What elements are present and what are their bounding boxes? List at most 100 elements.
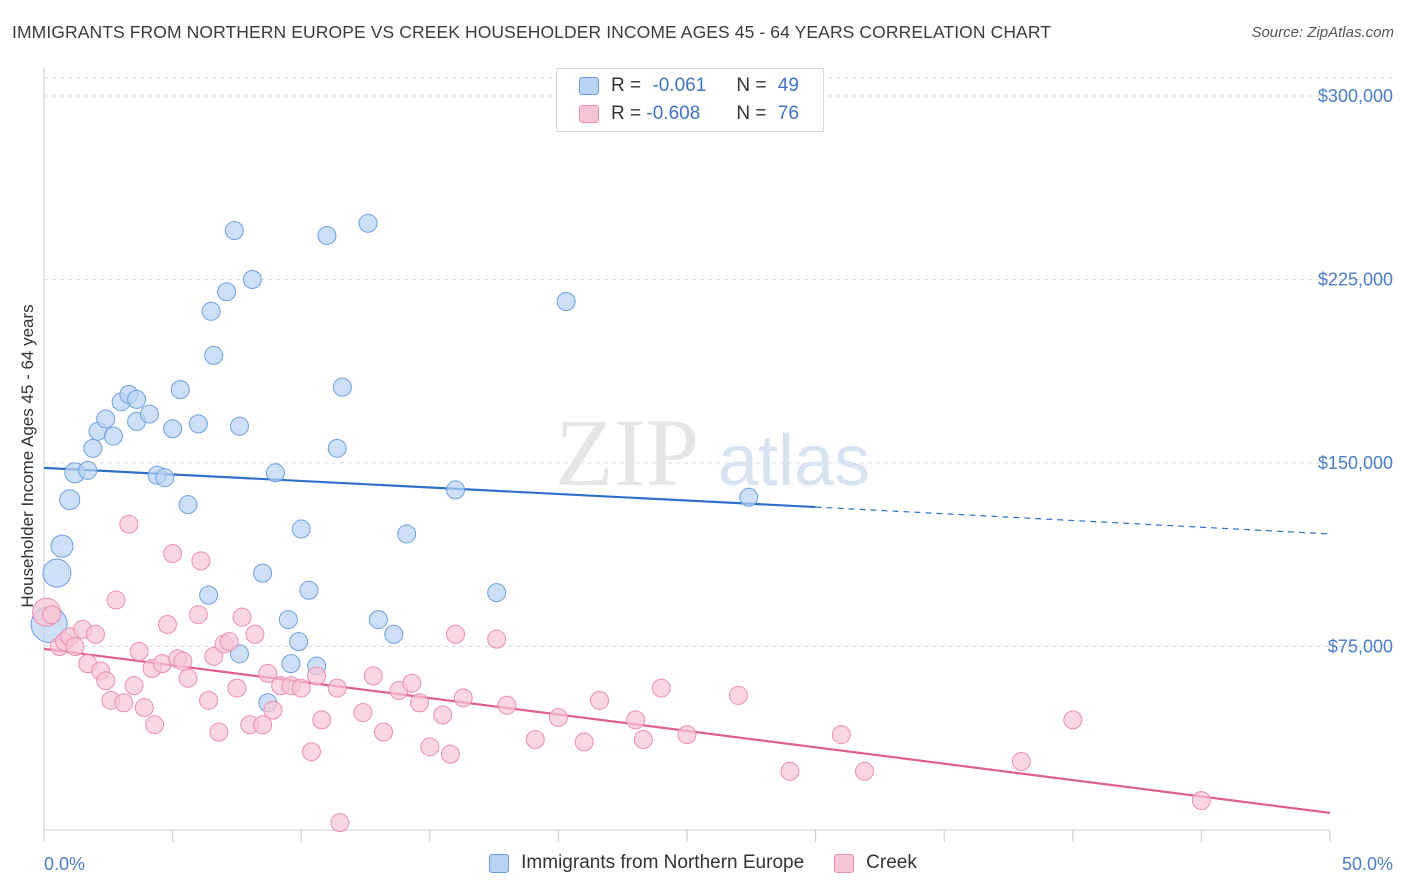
- trend-line-northern-europe-extension: [815, 506, 1331, 535]
- data-point-creek: [497, 695, 517, 715]
- data-point-northern-europe: [59, 489, 81, 511]
- data-point-northern-europe: [103, 426, 123, 446]
- data-point-creek: [831, 725, 851, 745]
- y-tick-label: $300,000: [1318, 86, 1393, 106]
- data-point-creek: [307, 666, 327, 686]
- y-tick-label: $150,000: [1318, 453, 1393, 473]
- data-point-creek: [574, 732, 594, 752]
- data-point-northern-europe: [139, 404, 159, 424]
- legend-swatch-blue: [579, 77, 599, 95]
- legend-row-northern-europe: R = -0.061 N = 49: [579, 74, 799, 98]
- data-points: [30, 213, 1211, 833]
- data-point-creek: [374, 722, 394, 742]
- legend-n-label: N =: [736, 103, 767, 124]
- data-point-northern-europe: [446, 480, 466, 500]
- series-legend-item-creek: Creek: [834, 852, 917, 874]
- data-point-northern-europe: [384, 624, 404, 644]
- data-point-northern-europe: [83, 438, 103, 458]
- data-point-creek: [780, 761, 800, 781]
- data-point-northern-europe: [199, 585, 219, 605]
- data-point-creek: [96, 671, 116, 691]
- data-point-northern-europe: [188, 414, 208, 434]
- data-point-creek: [85, 624, 105, 644]
- data-point-creek: [633, 729, 653, 749]
- data-point-northern-europe: [289, 632, 309, 652]
- data-point-creek: [548, 707, 568, 727]
- x-tick-label-max: 50.0%: [1342, 854, 1393, 874]
- data-point-creek: [1011, 751, 1031, 771]
- y-tick-label: $75,000: [1328, 637, 1393, 657]
- data-point-creek: [525, 729, 545, 749]
- data-point-creek: [157, 614, 177, 634]
- data-point-creek: [330, 813, 350, 833]
- data-point-northern-europe: [229, 644, 249, 664]
- data-point-northern-europe: [242, 270, 262, 289]
- data-point-creek: [728, 685, 748, 705]
- data-point-creek: [487, 629, 507, 649]
- data-point-creek: [219, 632, 239, 652]
- data-point-northern-europe: [229, 416, 249, 436]
- correlation-legend: R = -0.061 N = 49 R = -0.608 N = 76: [556, 68, 824, 132]
- legend-swatch-pink: [579, 105, 599, 123]
- legend-n-value: 49: [777, 75, 799, 96]
- data-point-northern-europe: [358, 213, 378, 233]
- data-point-northern-europe: [217, 282, 237, 302]
- data-point-northern-europe: [291, 519, 311, 539]
- data-point-creek: [446, 624, 466, 644]
- data-point-creek: [301, 742, 321, 762]
- data-point-creek: [651, 678, 671, 698]
- series-legend: Immigrants from Northern Europe Creek: [0, 852, 1406, 874]
- data-point-northern-europe: [317, 225, 337, 245]
- data-point-creek: [854, 761, 874, 781]
- data-point-creek: [129, 641, 149, 661]
- data-point-creek: [134, 698, 154, 718]
- legend-n-label: N =: [736, 75, 767, 96]
- data-point-creek: [163, 544, 183, 564]
- grid-lines: [44, 77, 1393, 647]
- watermark-zip: ZIP: [555, 399, 699, 506]
- data-point-northern-europe: [127, 389, 147, 409]
- axes: [43, 68, 1331, 842]
- legend-n-value: 76: [777, 103, 799, 124]
- data-point-creek: [42, 605, 62, 625]
- data-point-creek: [114, 693, 134, 713]
- data-point-creek: [191, 551, 211, 571]
- data-point-northern-europe: [368, 610, 388, 630]
- data-point-northern-europe: [50, 534, 74, 558]
- data-point-creek: [209, 722, 229, 742]
- data-point-northern-europe: [253, 563, 273, 583]
- data-point-northern-europe: [201, 301, 221, 321]
- data-point-northern-europe: [299, 580, 319, 600]
- legend-row-creek: R = -0.608 N = 76: [579, 102, 799, 126]
- data-point-creek: [312, 710, 332, 730]
- data-point-northern-europe: [170, 380, 190, 400]
- data-point-northern-europe: [278, 610, 298, 630]
- legend-r-label: R =: [611, 75, 642, 96]
- data-point-creek: [626, 710, 646, 730]
- data-point-northern-europe: [204, 345, 224, 365]
- data-point-northern-europe: [265, 463, 285, 483]
- data-point-creek: [188, 605, 208, 625]
- data-point-creek: [245, 624, 265, 644]
- data-point-creek: [258, 663, 278, 683]
- series-legend-item-northern-europe: Immigrants from Northern Europe: [489, 852, 804, 874]
- data-point-northern-europe: [556, 292, 576, 312]
- data-point-northern-europe: [332, 377, 352, 397]
- series-label: Immigrants from Northern Europe: [521, 852, 805, 873]
- data-point-creek: [227, 678, 247, 698]
- data-point-creek: [124, 676, 144, 696]
- legend-r-label: R =: [611, 103, 642, 124]
- data-point-creek: [253, 715, 273, 735]
- data-point-creek: [232, 607, 252, 627]
- series-swatch-pink: [834, 853, 855, 873]
- series-swatch-blue: [489, 853, 510, 873]
- data-point-creek: [173, 651, 193, 671]
- y-axis-title: Householder Income Ages 45 - 64 years: [18, 304, 37, 607]
- watermark-atlas: atlas: [718, 421, 870, 501]
- legend-r-value: -0.061: [652, 75, 707, 96]
- data-point-northern-europe: [487, 583, 507, 603]
- data-point-creek: [106, 590, 126, 610]
- data-point-northern-europe: [281, 654, 301, 674]
- data-point-northern-europe: [224, 221, 244, 241]
- data-point-creek: [1063, 710, 1083, 730]
